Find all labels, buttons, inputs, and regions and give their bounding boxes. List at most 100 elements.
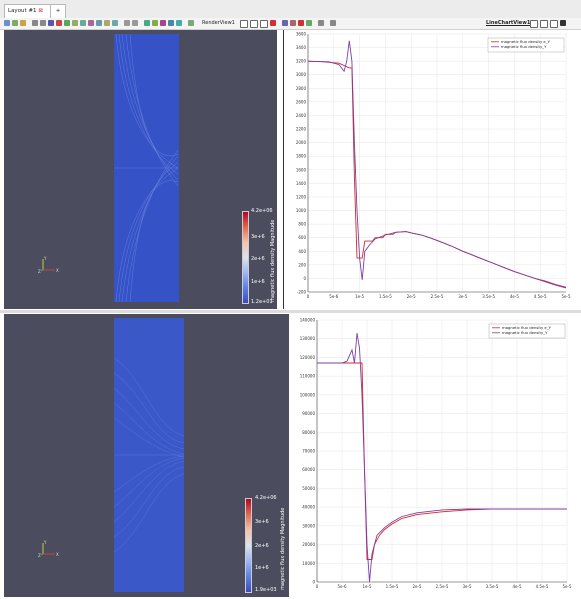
x-tick-label: 5e-5 (563, 584, 572, 589)
y-tick-label: 120000 (300, 355, 316, 360)
split-horizontal-icon[interactable] (240, 20, 248, 28)
legend (488, 323, 566, 339)
x-tick-label: 1.5e-5 (386, 584, 399, 589)
minus-z-icon[interactable] (112, 20, 118, 26)
x-tick-label: 1e-5 (363, 584, 372, 589)
chart-clear-icon[interactable] (298, 20, 304, 26)
select-cells-icon[interactable] (152, 20, 158, 26)
chart-settings-icon[interactable] (282, 20, 288, 26)
maximize-icon[interactable] (260, 20, 268, 28)
y-tick-label: 110000 (300, 374, 316, 379)
y-tick-label: 2600 (296, 99, 307, 104)
rotate-icon[interactable] (48, 20, 54, 26)
minus-x-icon[interactable] (80, 20, 86, 26)
close-view-icon[interactable] (270, 20, 276, 26)
rotate-minus-90-icon[interactable] (132, 20, 138, 26)
tab-label: Layout #1 (8, 8, 37, 14)
y-tick-label: 800 (298, 222, 306, 227)
axis-y-label: Y (43, 540, 47, 545)
plus-y-icon[interactable] (88, 20, 94, 26)
y-tick-label: 60000 (302, 467, 315, 472)
y-tick-label: -200 (297, 290, 307, 295)
zoom-out-icon[interactable] (40, 20, 46, 26)
y-tick-label: 30000 (302, 523, 315, 528)
zoom-in-icon[interactable] (32, 20, 38, 26)
colorbar-title: magnetic flux density Magnitude (280, 507, 286, 590)
axis-y-label: Y (43, 256, 47, 261)
x-tick-label: 4e-5 (510, 294, 519, 299)
split-vertical-icon[interactable] (250, 20, 258, 28)
plus-z-icon[interactable] (104, 20, 110, 26)
show-axes-icon[interactable] (12, 20, 18, 26)
line-chart-top[interactable]: -200 0 200 400 600 800 1000 1200 1400 1600 1800 200… (283, 30, 581, 309)
split-horizontal-icon[interactable] (530, 20, 538, 28)
axis-x-label: X (56, 268, 59, 273)
maximize-icon[interactable] (550, 20, 558, 28)
y-tick-label: 3400 (296, 45, 307, 50)
x-tick-label: 1.5e-5 (379, 294, 392, 299)
y-tick-label: 200 (298, 262, 306, 267)
select-frustum-icon[interactable] (168, 20, 174, 26)
y-tick-label: 130000 (300, 336, 316, 341)
y-tick-label: 0 (312, 580, 315, 585)
y-tick-label: 50000 (302, 486, 315, 491)
x-tick-label: 2e-5 (407, 294, 416, 299)
field-slice (114, 34, 179, 302)
y-tick-label: 1000 (296, 208, 307, 213)
minus-y-icon[interactable] (96, 20, 102, 26)
chart-zoom-icon[interactable] (306, 20, 312, 26)
y-tick-label: 70000 (302, 449, 315, 454)
add-tab-button[interactable]: + (50, 4, 66, 18)
select-points-icon[interactable] (160, 20, 166, 26)
x-tick-label: 3e-5 (458, 294, 467, 299)
pan-icon[interactable] (56, 20, 62, 26)
select-icon[interactable] (64, 20, 70, 26)
select-block-icon[interactable] (176, 20, 182, 26)
chart-grid-icon[interactable] (330, 20, 336, 26)
axis-z-label: Z (38, 553, 41, 558)
y-tick-label: 1400 (296, 181, 307, 186)
reset-camera-icon[interactable] (4, 20, 10, 26)
x-tick-label: 5e-6 (329, 294, 338, 299)
colorbar-label: 2e+6 (251, 256, 265, 262)
interact-icon[interactable] (144, 20, 150, 26)
split-vertical-icon[interactable] (540, 20, 548, 28)
x-tick-label: 2e-5 (413, 584, 422, 589)
y-tick-label: 1200 (296, 194, 307, 199)
chart-axes-icon[interactable] (318, 20, 324, 26)
render-view-bottom[interactable]: 4.2e+06 3e+6 2e+6 1e+6 1.9e+03 magnetic … (4, 314, 289, 597)
axis-x-label: X (56, 552, 59, 557)
x-tick-label: 4e-5 (513, 584, 522, 589)
line-chart-view-label: LineChartView1 (486, 20, 531, 26)
x-tick-label: 1e-5 (355, 294, 364, 299)
legend-label: magnetic flux density_Y (502, 330, 548, 335)
plus-x-icon[interactable] (72, 20, 78, 26)
render-view-top[interactable]: 4.2e+06 3e+6 2e+6 1e+6 1.2e+01 magnetic … (4, 30, 277, 309)
colorbar (242, 211, 249, 304)
x-tick-label: 4.5e-5 (536, 584, 549, 589)
probe-icon[interactable] (188, 20, 194, 26)
x-tick-label: 2.5e-5 (436, 584, 449, 589)
chart-export-icon[interactable] (290, 20, 296, 26)
rotate-90-icon[interactable] (124, 20, 130, 26)
close-view-icon[interactable] (560, 20, 566, 26)
x-tick-label: 5e-6 (338, 584, 347, 589)
view-splitter[interactable] (0, 310, 581, 313)
tab-layout-1[interactable]: Layout #1 ⊠ (4, 4, 52, 18)
colorbar-label: 4.2e+06 (255, 495, 277, 501)
axis-z-label: Z (38, 269, 41, 274)
render-view-label: RenderView1 (202, 20, 235, 26)
series-line (317, 362, 567, 560)
line-chart-bottom[interactable]: 0 10000 20000 30000 40000 50000 60000 70000 8000… (291, 314, 581, 597)
x-tick-label: 5e-5 (562, 294, 571, 299)
colorbar-title: magnetic flux density Magnitude (270, 219, 276, 302)
colorbar (245, 498, 252, 593)
x-tick-label: 3e-5 (463, 584, 472, 589)
y-tick-label: 80000 (302, 430, 315, 435)
axes-triad: Y Z X (38, 254, 62, 274)
x-tick-label: 2.5e-5 (431, 294, 444, 299)
close-icon[interactable]: ⊠ (38, 8, 43, 14)
orientation-icon[interactable] (20, 20, 26, 26)
y-tick-label: 10000 (302, 561, 315, 566)
field-lines (114, 34, 179, 302)
